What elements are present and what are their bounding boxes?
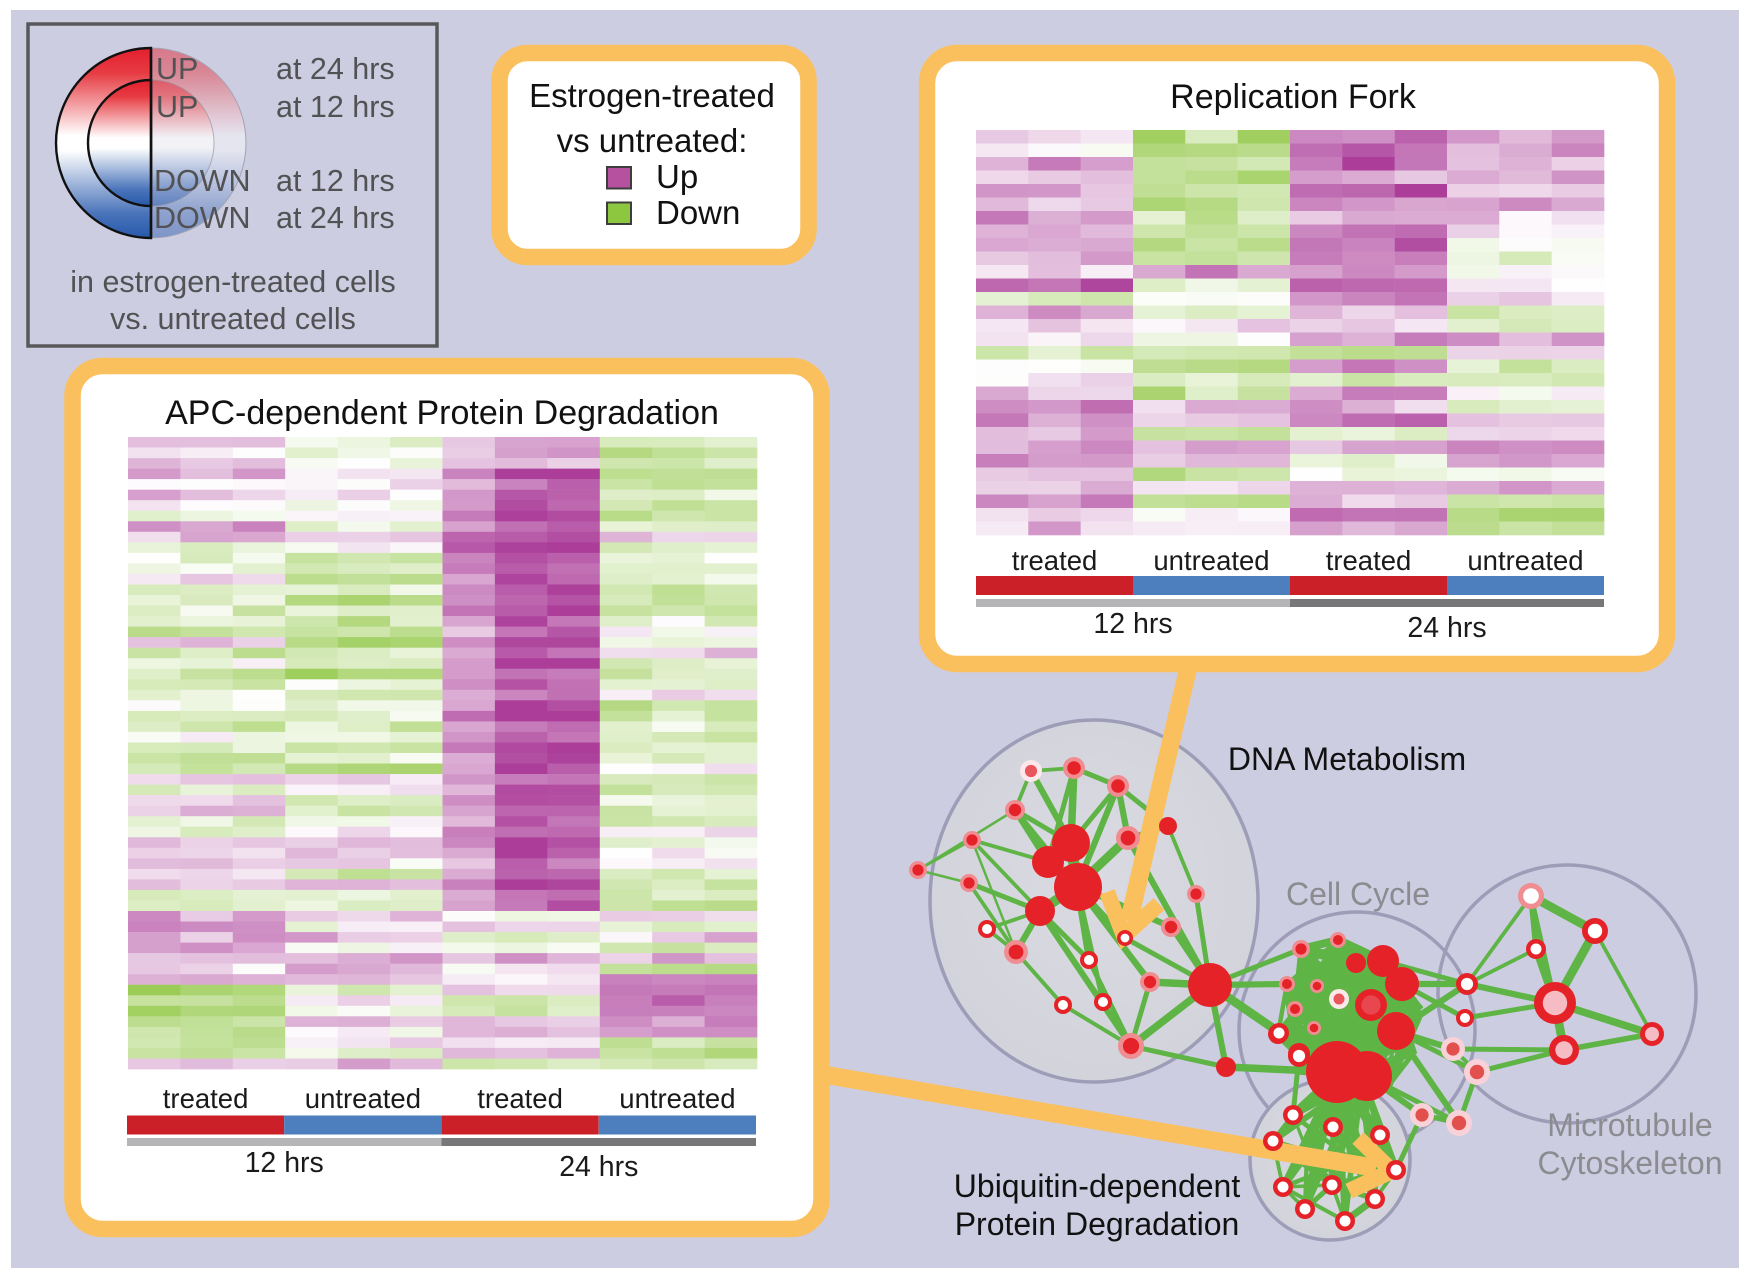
- svg-text:24 hrs: 24 hrs: [1407, 612, 1486, 644]
- svg-text:DOWN: DOWN: [154, 201, 251, 235]
- svg-text:Replication Fork: Replication Fork: [1170, 78, 1417, 116]
- svg-text:12 hrs: 12 hrs: [1093, 608, 1172, 640]
- svg-text:treated: treated: [1326, 545, 1412, 576]
- svg-text:untreated: untreated: [619, 1083, 735, 1114]
- svg-text:vs. untreated cells: vs. untreated cells: [110, 302, 356, 336]
- svg-text:at 12 hrs: at 12 hrs: [276, 164, 395, 198]
- svg-text:UP: UP: [156, 52, 198, 86]
- svg-text:in estrogen-treated cells: in estrogen-treated cells: [70, 265, 396, 299]
- svg-text:treated: treated: [1012, 545, 1098, 576]
- svg-text:at 24 hrs: at 24 hrs: [276, 52, 395, 86]
- svg-text:Estrogen-treated: Estrogen-treated: [529, 77, 775, 114]
- svg-text:DNA Metabolism: DNA Metabolism: [1228, 741, 1466, 777]
- svg-text:treated: treated: [477, 1083, 563, 1114]
- svg-text:Down: Down: [656, 194, 740, 231]
- svg-text:at 12 hrs: at 12 hrs: [276, 90, 395, 124]
- svg-text:Up: Up: [656, 158, 698, 195]
- svg-text:Cell Cycle: Cell Cycle: [1286, 876, 1430, 912]
- svg-text:APC-dependent Protein Degradat: APC-dependent Protein Degradation: [165, 394, 719, 432]
- svg-text:Cytoskeleton: Cytoskeleton: [1538, 1145, 1723, 1181]
- svg-text:vs untreated:: vs untreated:: [557, 122, 748, 159]
- svg-text:at 24 hrs: at 24 hrs: [276, 201, 395, 235]
- svg-text:Protein Degradation: Protein Degradation: [955, 1206, 1240, 1242]
- svg-text:Microtubule: Microtubule: [1547, 1107, 1712, 1143]
- svg-text:UP: UP: [156, 90, 198, 124]
- svg-text:24 hrs: 24 hrs: [559, 1151, 638, 1183]
- svg-text:untreated: untreated: [305, 1083, 421, 1114]
- svg-text:untreated: untreated: [1467, 545, 1583, 576]
- svg-text:Ubiquitin-dependent: Ubiquitin-dependent: [954, 1168, 1241, 1204]
- svg-text:12 hrs: 12 hrs: [245, 1147, 324, 1179]
- svg-text:treated: treated: [163, 1083, 249, 1114]
- svg-text:untreated: untreated: [1153, 545, 1269, 576]
- svg-text:DOWN: DOWN: [154, 164, 251, 198]
